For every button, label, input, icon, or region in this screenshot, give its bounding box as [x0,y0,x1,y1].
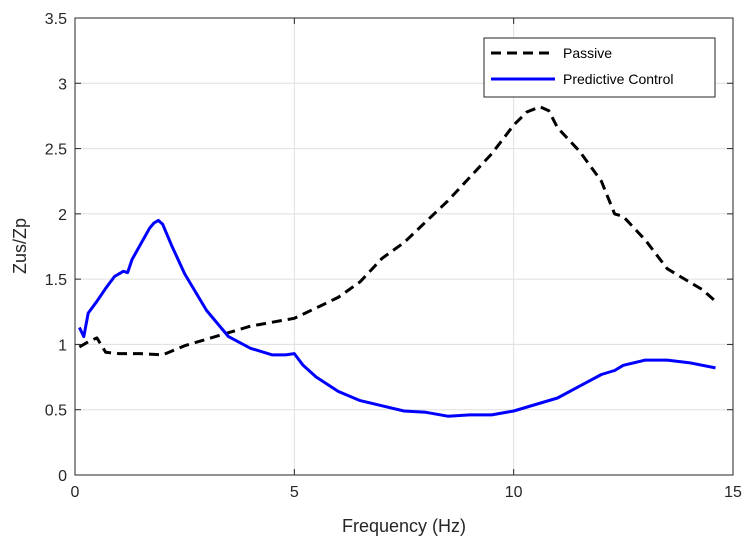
legend-box [483,37,716,98]
x-tick-label: 10 [505,484,523,501]
x-tick-label: 15 [724,484,742,501]
y-tick-label: 2 [58,207,67,224]
y-tick-label: 0 [58,468,67,485]
legend: Passive Predictive Control [483,37,716,98]
y-tick-label: 1 [58,337,67,354]
x-axis-label: Frequency (Hz) [342,516,466,536]
x-tick-label: 5 [290,484,299,501]
y-tick-label: 3 [58,76,67,93]
legend-label-predictive-control: Predictive Control [563,71,674,87]
y-tick-label: 2.5 [45,142,67,159]
y-tick-label: 0.5 [45,403,67,420]
plot-frame [74,17,734,476]
series-line-passive [78,105,717,357]
x-tick-label: 0 [71,484,80,501]
legend-label-passive: Passive [563,45,612,61]
series-layer [78,105,717,418]
y-tick-label: 1.5 [45,272,67,289]
y-tick-label: 3.5 [45,11,67,28]
series-line-predictive-control [78,218,716,418]
ticks: 0 5 10 15 0 0.5 1 1.5 2 2.5 3 3.5 [45,11,742,501]
y-axis-label: Zus/Zp [10,218,30,274]
